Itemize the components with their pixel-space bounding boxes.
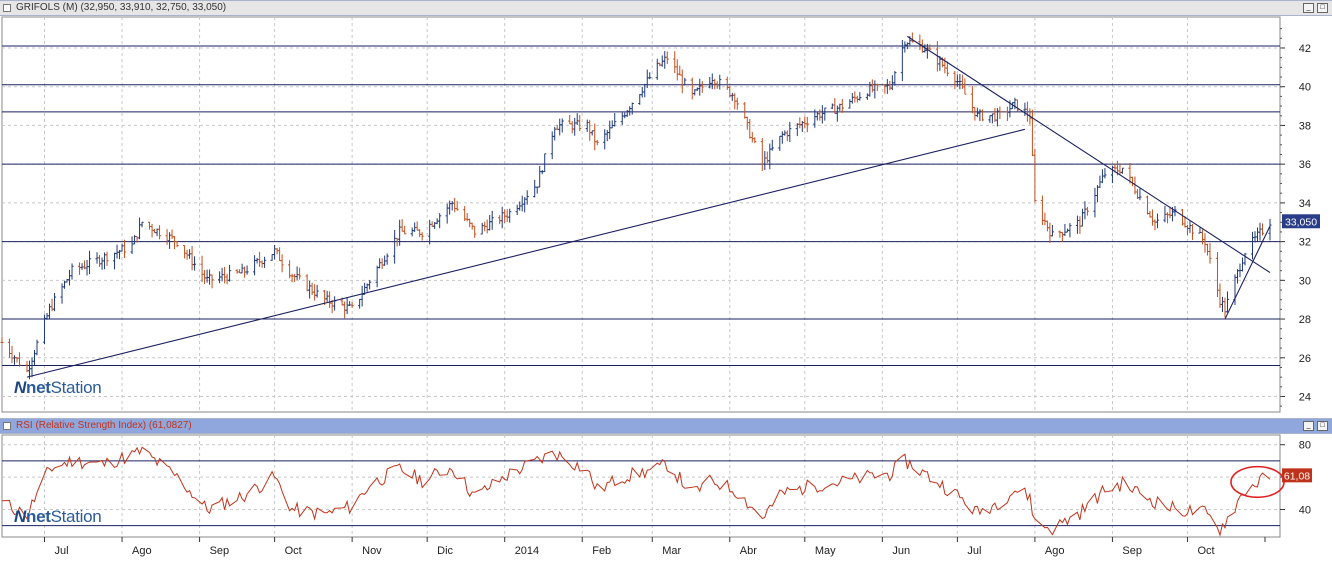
netstation-logo: NnetStation (14, 378, 102, 397)
time-tick-label: Jun (892, 545, 910, 557)
price-tick-label: 42 (1299, 43, 1311, 55)
price-tick-label: 24 (1299, 392, 1311, 404)
time-tick-label: May (815, 545, 836, 557)
rsi-maximize-button[interactable]: □ (1317, 421, 1328, 431)
rsi-series (1, 446, 1271, 537)
price-tick-label: 30 (1299, 275, 1311, 287)
price-trendline[interactable] (907, 35, 1271, 274)
rsi-last-value-box (1282, 468, 1312, 483)
panel-select-box[interactable] (3, 4, 11, 12)
time-tick-label: Jul (967, 545, 981, 557)
minimize-button[interactable]: _ (1303, 3, 1314, 13)
maximize-button[interactable]: □ (1317, 3, 1328, 13)
price-levels (2, 45, 1280, 367)
rsi-panel-select-box[interactable] (3, 422, 11, 430)
time-tick-label: Mar (662, 545, 681, 557)
main-panel-titlebar: GRIFOLS (M) (32,950, 33,910, 32,750, 33,… (0, 0, 1332, 16)
rsi-line (1, 446, 1271, 537)
time-tick-label: Ago (132, 545, 152, 557)
price-tick-label: 28 (1299, 314, 1311, 326)
rsi-netstation-logo: NnetStation (14, 507, 102, 526)
price-last-value-box (1282, 214, 1320, 229)
rsi-plot-frame (1, 434, 1281, 538)
time-tick-label: Dic (437, 545, 453, 557)
rsi-tick-label: 80 (1299, 440, 1311, 452)
price-axis: 24 26 28 30 32 34 36 38 40 42 33,050 (1280, 28, 1320, 407)
rsi-tick-label: 40 (1299, 504, 1311, 516)
rsi-last-value-label: 61,08 (1284, 470, 1310, 482)
price-grid (1, 16, 1281, 413)
rsi-grid (1, 434, 1281, 538)
time-tick-label: Nov (362, 545, 382, 557)
price-tick-label: 38 (1299, 120, 1311, 132)
time-tick-label: Feb (592, 545, 611, 557)
price-last-value-label: 33,050 (1285, 216, 1317, 228)
time-tick-label: Abr (740, 545, 757, 557)
annotations (1230, 465, 1285, 499)
time-tick-label: Oct (285, 545, 302, 557)
rsi-minimize-button[interactable]: _ (1303, 421, 1314, 431)
rsi-axis: 40608061,08 (1280, 440, 1312, 516)
time-tick-label: Jul (55, 545, 69, 557)
time-tick-label: 2014 (515, 545, 539, 557)
rsi-highlight-circle (1230, 465, 1285, 499)
price-trendline[interactable] (26, 128, 1026, 378)
price-trendline[interactable] (1224, 225, 1271, 320)
time-tick-label: Oct (1197, 545, 1214, 557)
main-panel-title: GRIFOLS (M) (32,950, 33,910, 32,750, 33,… (16, 2, 227, 13)
time-tick-label: Sep (210, 545, 230, 557)
price-plot-frame (1, 16, 1281, 413)
time-tick-label: Ago (1045, 545, 1065, 557)
rsi-panel-title: RSI (Relative Strength Index) (61,0827) (16, 420, 192, 431)
price-tick-label: 32 (1299, 237, 1311, 249)
rsi-panel-titlebar: RSI (Relative Strength Index) (61,0827) … (0, 418, 1332, 434)
price-tick-label: 26 (1299, 353, 1311, 365)
price-tick-label: 36 (1299, 159, 1311, 171)
price-bars (0, 32, 1272, 380)
price-tick-label: 34 (1299, 198, 1311, 210)
time-tick-label: Sep (1122, 545, 1142, 557)
price-trendlines (26, 35, 1271, 378)
time-axis: Jul Ago Sep Oct Nov Dic 2014 Feb Mar Abr May Jun Jul… (44, 537, 1266, 557)
price-tick-label: 40 (1299, 82, 1311, 94)
